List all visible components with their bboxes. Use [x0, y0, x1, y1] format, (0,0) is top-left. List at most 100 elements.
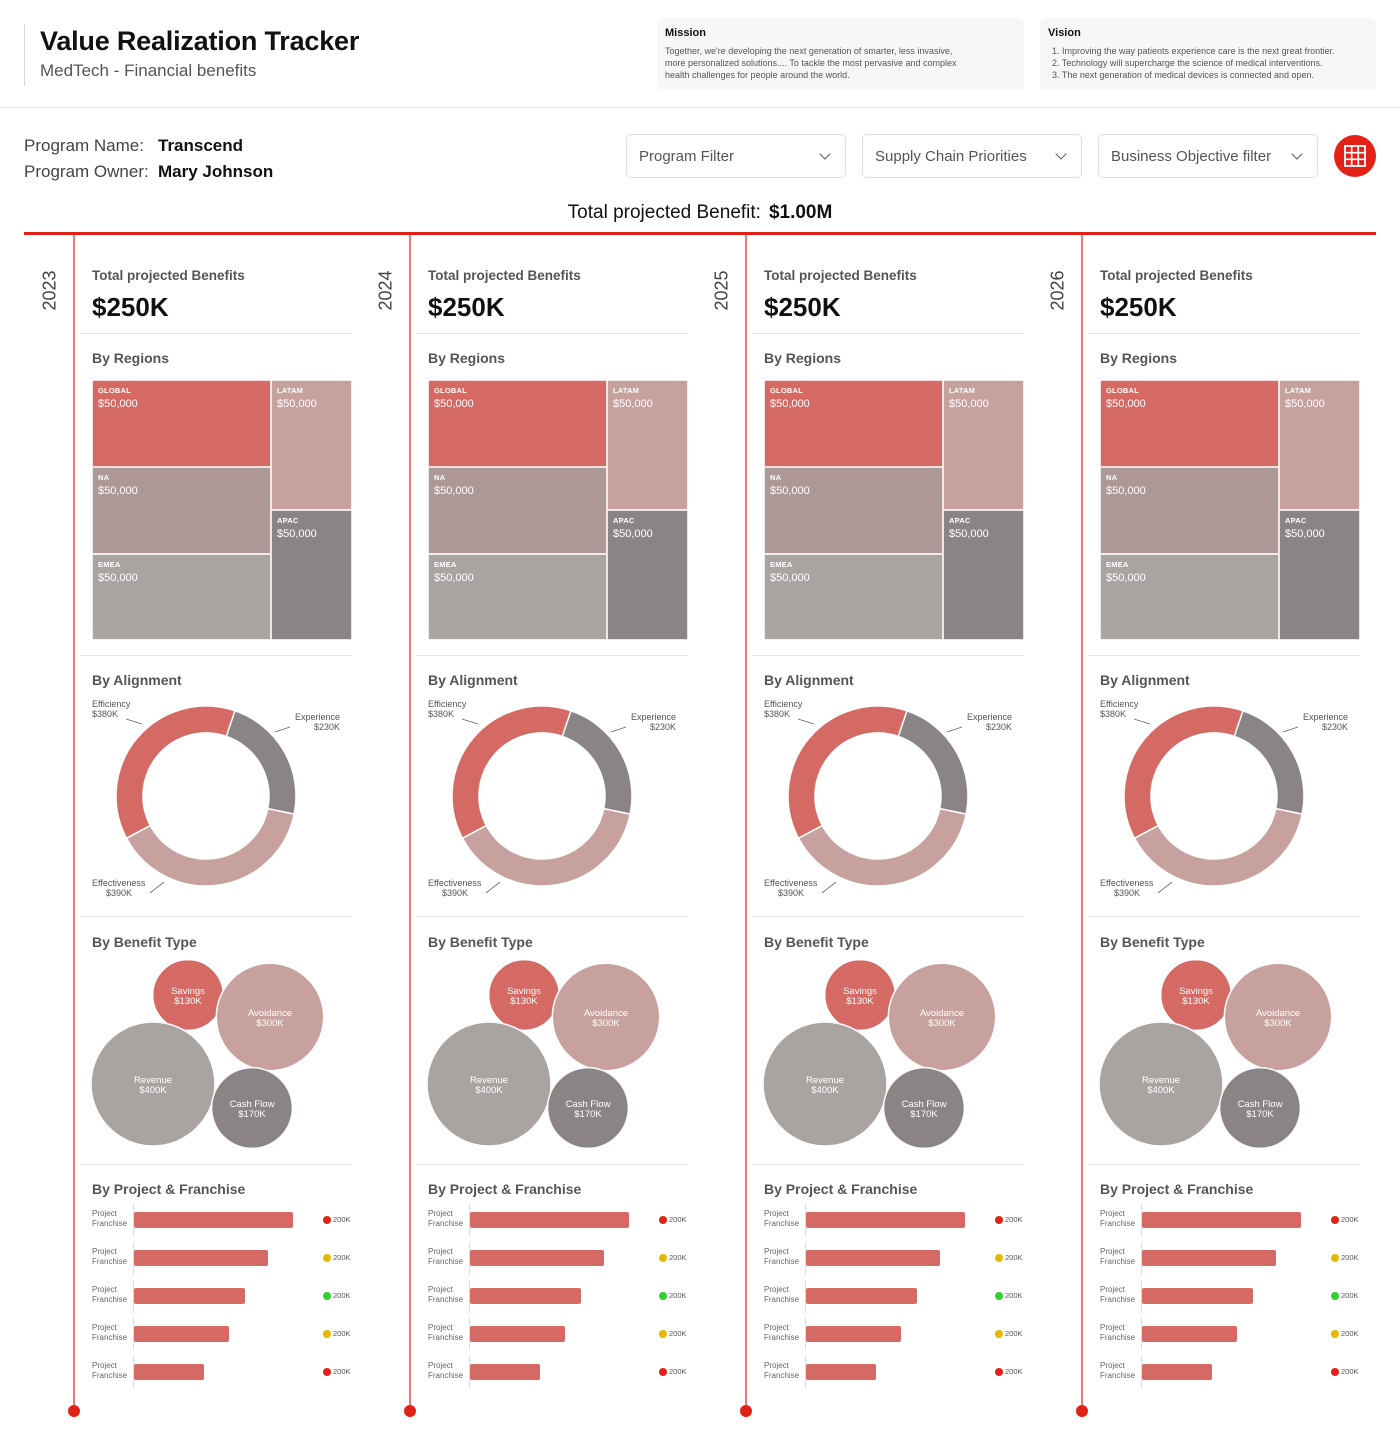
- donut-slice-efficiency[interactable]: [1123, 705, 1244, 840]
- region-tile-na[interactable]: NA $50,000: [764, 467, 943, 554]
- region-tile-latam[interactable]: LATAM $50,000: [1279, 380, 1360, 510]
- region-tile-apac[interactable]: APAC $50,000: [943, 510, 1024, 640]
- region-tile-latam[interactable]: LATAM $50,000: [271, 380, 352, 510]
- bubble-cash-flow[interactable]: [546, 1066, 630, 1150]
- region-tile-na[interactable]: NA $50,000: [428, 467, 607, 554]
- project-row[interactable]: Project Franchise 200K: [1100, 1280, 1364, 1312]
- donut-slice-efficiency[interactable]: [787, 705, 908, 840]
- project-bar[interactable]: [134, 1288, 246, 1304]
- bubble-revenue[interactable]: [762, 1021, 888, 1147]
- project-row[interactable]: Project Franchise 200K: [92, 1318, 356, 1350]
- project-row[interactable]: Project Franchise 200K: [428, 1242, 692, 1274]
- project-bar[interactable]: [806, 1326, 902, 1342]
- project-bar[interactable]: [134, 1326, 230, 1342]
- donut-slice-experience[interactable]: [225, 709, 297, 815]
- project-row[interactable]: Project Franchise 200K: [92, 1280, 356, 1312]
- region-tile-latam[interactable]: LATAM $50,000: [943, 380, 1024, 510]
- donut-slice-experience[interactable]: [1233, 709, 1305, 815]
- donut-slice-experience[interactable]: [897, 709, 969, 815]
- project-bar[interactable]: [1142, 1288, 1254, 1304]
- section-divider: [752, 916, 1024, 917]
- business-objective-filter-dropdown[interactable]: Business Objective filter: [1098, 134, 1318, 178]
- bubble-avoidance[interactable]: [215, 962, 325, 1072]
- project-bar[interactable]: [470, 1288, 582, 1304]
- project-bar[interactable]: [806, 1250, 940, 1266]
- region-tile-emea[interactable]: EMEA $50,000: [1100, 554, 1279, 640]
- bubble-cash-flow[interactable]: [882, 1066, 966, 1150]
- project-row[interactable]: Project Franchise 200K: [428, 1356, 692, 1388]
- bubble-avoidance[interactable]: [551, 962, 661, 1072]
- donut-slice-efficiency[interactable]: [115, 705, 236, 840]
- region-name: APAC: [949, 516, 971, 525]
- donut-slice-effectiveness[interactable]: [1133, 807, 1304, 887]
- project-row[interactable]: Project Franchise 200K: [1100, 1318, 1364, 1350]
- region-tile-global[interactable]: GLOBAL $50,000: [1100, 380, 1279, 467]
- project-row[interactable]: Project Franchise 200K: [428, 1280, 692, 1312]
- region-name: LATAM: [949, 386, 976, 395]
- section-divider: [752, 655, 1024, 656]
- project-bar[interactable]: [470, 1364, 540, 1380]
- region-tile-na[interactable]: NA $50,000: [92, 467, 271, 554]
- project-bar[interactable]: [1142, 1250, 1276, 1266]
- project-bar[interactable]: [1142, 1364, 1212, 1380]
- regions-treemap: GLOBAL $50,000 LATAM $50,000 NA $50,000 APAC $5…: [764, 380, 1024, 640]
- project-bar[interactable]: [470, 1326, 566, 1342]
- region-tile-global[interactable]: GLOBAL $50,000: [764, 380, 943, 467]
- project-bar[interactable]: [1142, 1212, 1301, 1228]
- project-bar[interactable]: [134, 1212, 293, 1228]
- project-bar[interactable]: [806, 1288, 918, 1304]
- project-row[interactable]: Project Franchise 200K: [1100, 1356, 1364, 1388]
- grid-view-button[interactable]: [1334, 135, 1376, 177]
- bubble-name: Savings: [1179, 986, 1213, 997]
- donut-slice-efficiency[interactable]: [451, 705, 572, 840]
- project-row[interactable]: Project Franchise 200K: [764, 1242, 1028, 1274]
- franchise-name: Franchise: [92, 1333, 128, 1342]
- project-bar[interactable]: [470, 1212, 629, 1228]
- project-bar[interactable]: [806, 1212, 965, 1228]
- bubble-cash-flow[interactable]: [1218, 1066, 1302, 1150]
- region-tile-apac[interactable]: APAC $50,000: [1279, 510, 1360, 640]
- project-row[interactable]: Project Franchise 200K: [764, 1204, 1028, 1236]
- region-tile-latam[interactable]: LATAM $50,000: [607, 380, 688, 510]
- project-bar[interactable]: [134, 1364, 204, 1380]
- donut-slice-effectiveness[interactable]: [797, 807, 968, 887]
- project-row[interactable]: Project Franchise 200K: [428, 1204, 692, 1236]
- region-name: GLOBAL: [770, 386, 803, 395]
- regions-title: By Regions: [764, 350, 842, 366]
- donut-slice-effectiveness[interactable]: [461, 807, 632, 887]
- bubble-avoidance[interactable]: [887, 962, 997, 1072]
- project-row[interactable]: Project Franchise 200K: [92, 1356, 356, 1388]
- project-row[interactable]: Project Franchise 200K: [1100, 1242, 1364, 1274]
- region-tile-apac[interactable]: APAC $50,000: [607, 510, 688, 640]
- region-tile-emea[interactable]: EMEA $50,000: [428, 554, 607, 640]
- project-row[interactable]: Project Franchise 200K: [428, 1318, 692, 1350]
- project-row[interactable]: Project Franchise 200K: [92, 1242, 356, 1274]
- project-bar[interactable]: [134, 1250, 268, 1266]
- region-tile-emea[interactable]: EMEA $50,000: [92, 554, 271, 640]
- region-tile-global[interactable]: GLOBAL $50,000: [92, 380, 271, 467]
- donut-slice-experience[interactable]: [561, 709, 633, 815]
- supply-chain-priorities-dropdown[interactable]: Supply Chain Priorities: [862, 134, 1082, 178]
- region-tile-emea[interactable]: EMEA $50,000: [764, 554, 943, 640]
- bubble-revenue[interactable]: [426, 1021, 552, 1147]
- region-tile-na[interactable]: NA $50,000: [1100, 467, 1279, 554]
- bubble-avoidance[interactable]: [1223, 962, 1333, 1072]
- program-filter-dropdown[interactable]: Program Filter: [626, 134, 846, 178]
- bubble-cash-flow[interactable]: [210, 1066, 294, 1150]
- donut-slice-effectiveness[interactable]: [125, 807, 296, 887]
- project-bar[interactable]: [806, 1364, 876, 1380]
- project-row[interactable]: Project Franchise 200K: [764, 1280, 1028, 1312]
- alignment-value-experience: $230K: [986, 722, 1012, 732]
- region-tile-global[interactable]: GLOBAL $50,000: [428, 380, 607, 467]
- project-row[interactable]: Project Franchise 200K: [92, 1204, 356, 1236]
- project-row[interactable]: Project Franchise 200K: [764, 1318, 1028, 1350]
- region-tile-apac[interactable]: APAC $50,000: [271, 510, 352, 640]
- bubble-revenue[interactable]: [90, 1021, 216, 1147]
- project-bar[interactable]: [470, 1250, 604, 1266]
- project-row[interactable]: Project Franchise 200K: [1100, 1204, 1364, 1236]
- timeline-line: [745, 235, 747, 1405]
- project-row[interactable]: Project Franchise 200K: [764, 1356, 1028, 1388]
- project-bar[interactable]: [1142, 1326, 1238, 1342]
- projects-title: By Project & Franchise: [428, 1181, 582, 1197]
- bubble-revenue[interactable]: [1098, 1021, 1224, 1147]
